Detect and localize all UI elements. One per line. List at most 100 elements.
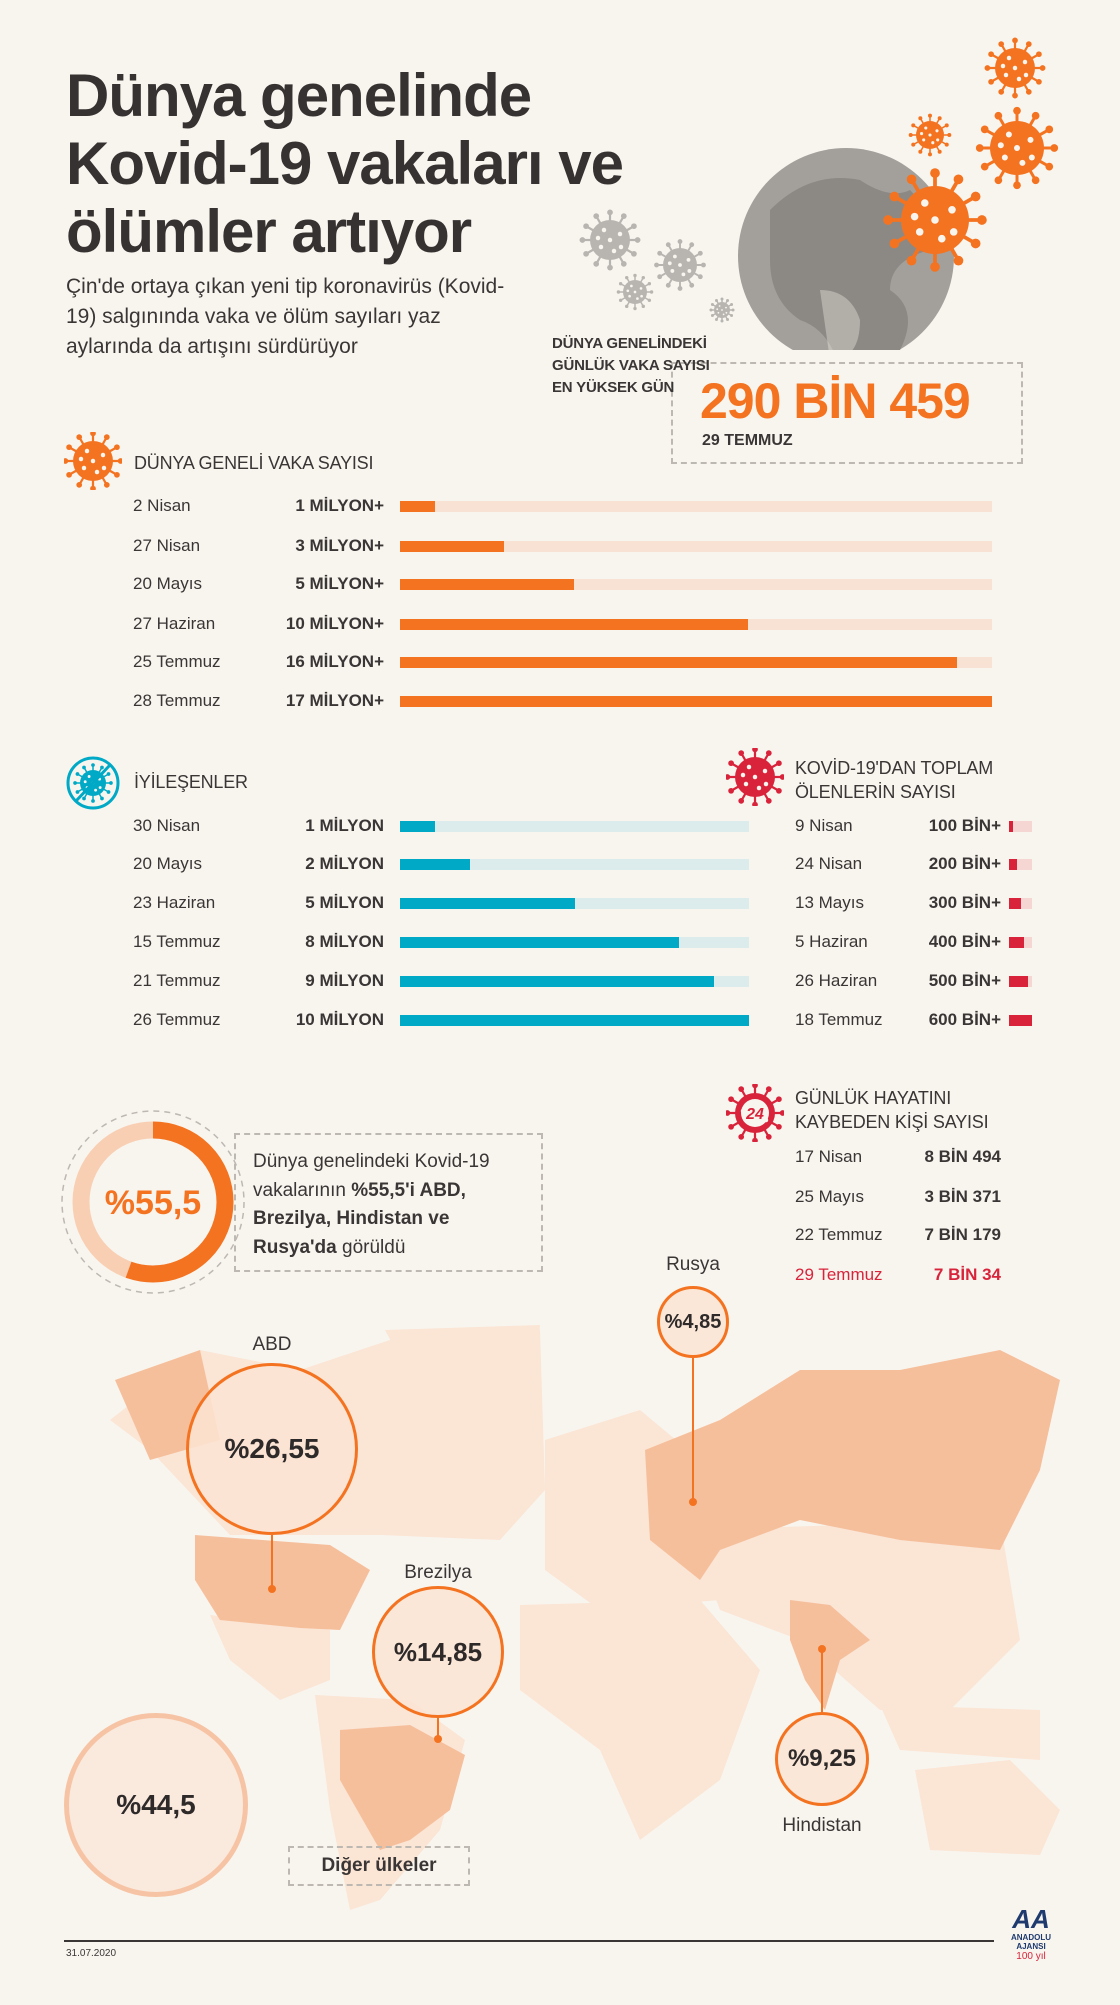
row-date: 26 Haziran bbox=[795, 971, 878, 990]
bar-fill bbox=[1009, 976, 1029, 987]
row-value: 8 MİLYON bbox=[305, 932, 384, 951]
row-value: 8 BİN 494 bbox=[924, 1147, 1001, 1166]
deaths-title-line: ÖLENLERİN SAYISI bbox=[795, 782, 956, 802]
row-date: 20 Mayıs bbox=[133, 854, 202, 873]
leader-line bbox=[271, 1535, 273, 1589]
title-line: Kovid-19 vakaları ve bbox=[66, 130, 624, 197]
bar-fill bbox=[1009, 859, 1017, 870]
bar-fill bbox=[400, 821, 435, 832]
row-date: 18 Temmuz bbox=[795, 1010, 883, 1029]
row-value: 10 MİLYON bbox=[295, 1010, 384, 1029]
virus-icon bbox=[726, 748, 784, 806]
row-value: 500 BİN+ bbox=[928, 971, 1001, 990]
row-date: 17 Nisan bbox=[795, 1147, 863, 1166]
row-value: 5 MİLYON+ bbox=[295, 574, 384, 593]
bar-track bbox=[400, 821, 749, 832]
location-dot bbox=[689, 1498, 697, 1506]
deaths-title: KOVİD-19'DAN TOPLAM ÖLENLERİN SAYISI bbox=[795, 756, 993, 804]
row-date: 2 Nisan bbox=[133, 496, 191, 515]
row-date: 23 Haziran bbox=[133, 893, 216, 912]
peak-label-line: GÜNLÜK VAKA SAYISI bbox=[552, 357, 710, 374]
country-label: Hindistan bbox=[782, 1815, 862, 1836]
row-value: 200 BİN+ bbox=[928, 854, 1001, 873]
map-africa bbox=[520, 1600, 760, 1840]
peak-label-line: DÜNYA GENELİNDEKİ bbox=[552, 335, 707, 352]
country-label: ABD bbox=[252, 1334, 292, 1355]
virus-icon bbox=[616, 273, 654, 311]
bar-fill bbox=[400, 619, 749, 630]
footer-divider bbox=[64, 1940, 994, 1942]
location-dot bbox=[818, 1645, 826, 1653]
bar-track bbox=[400, 541, 992, 552]
row-date: 20 Mayıs bbox=[133, 574, 202, 593]
bar-track bbox=[400, 937, 749, 948]
row-value: 16 MİLYON+ bbox=[285, 652, 384, 671]
recovered-virus-crossed-icon bbox=[66, 756, 120, 810]
bar-track bbox=[400, 696, 992, 707]
bar-track bbox=[400, 657, 992, 668]
bar-fill bbox=[400, 859, 470, 870]
map-greenland bbox=[385, 1325, 540, 1470]
bar-fill bbox=[400, 657, 958, 668]
bar-track bbox=[1009, 1015, 1032, 1026]
row-date: 30 Nisan bbox=[133, 816, 201, 835]
row-date: 5 Haziran bbox=[795, 932, 868, 951]
bar-fill bbox=[400, 976, 715, 987]
row-value: 300 BİN+ bbox=[928, 893, 1001, 912]
bar-track bbox=[400, 1015, 749, 1026]
virus-icon bbox=[709, 297, 735, 323]
virus-icon bbox=[579, 209, 641, 271]
row-value: 400 BİN+ bbox=[928, 932, 1001, 951]
subtitle: Çin'de ortaya çıkan yeni tip koronavirüs… bbox=[66, 275, 505, 358]
bar-track bbox=[400, 619, 992, 630]
peak-label: DÜNYA GENELİNDEKİ GÜNLÜK VAKA SAYISI EN … bbox=[552, 333, 710, 399]
row-value: 2 MİLYON bbox=[305, 854, 384, 873]
title-line: ölümler artıyor bbox=[66, 198, 472, 265]
row-value: 7 BİN 34 bbox=[933, 1265, 1001, 1284]
row-date: 21 Temmuz bbox=[133, 971, 221, 990]
country-label: Diğer ülkeler bbox=[288, 1846, 470, 1886]
row-date: 25 Mayıs bbox=[795, 1187, 864, 1206]
bar-fill bbox=[400, 937, 680, 948]
row-value: 600 BİN+ bbox=[928, 1010, 1001, 1029]
country-label: Rusya bbox=[666, 1254, 720, 1275]
aa-logo: AA ANADOLU AJANSI 100 yıl bbox=[1011, 1904, 1051, 1962]
bar-track bbox=[1009, 976, 1032, 987]
donut-value: %55,5 bbox=[105, 1184, 201, 1222]
bar-track bbox=[1009, 859, 1032, 870]
deaths-title-line: KOVİD-19'DAN TOPLAM bbox=[795, 758, 994, 778]
cases-title: DÜNYA GENELİ VAKA SAYISI bbox=[134, 453, 374, 473]
bar-fill bbox=[400, 541, 505, 552]
share-box bbox=[234, 1133, 543, 1272]
bar-track bbox=[1009, 937, 1032, 948]
bar-fill bbox=[400, 501, 435, 512]
row-value: 17 MİLYON+ bbox=[285, 691, 384, 710]
globe-illustration bbox=[579, 37, 1059, 350]
footer-date: 31.07.2020 bbox=[66, 1948, 117, 1959]
row-value: 1 MİLYON bbox=[305, 816, 384, 835]
peak-box bbox=[671, 362, 1023, 464]
map-central-america bbox=[210, 1615, 330, 1700]
bar-fill bbox=[400, 898, 575, 909]
donut-arc bbox=[72, 1121, 234, 1283]
share-donut: %55,5 bbox=[61, 1110, 245, 1294]
row-date: 27 Nisan bbox=[133, 536, 201, 555]
country-bubble-brezilya: %14,85 bbox=[372, 1586, 504, 1718]
row-value: 9 MİLYON bbox=[305, 971, 384, 990]
virus-icon bbox=[64, 432, 122, 490]
row-date: 22 Temmuz bbox=[795, 1225, 883, 1244]
row-date: 24 Nisan bbox=[795, 854, 863, 873]
bar-track bbox=[1009, 898, 1032, 909]
bar-track bbox=[400, 501, 992, 512]
leader-line bbox=[692, 1358, 694, 1502]
recovered-title: İYİLEŞENLER bbox=[134, 772, 248, 792]
bar-track bbox=[400, 898, 749, 909]
leader-line bbox=[437, 1718, 439, 1739]
row-date: 29 Temmuz bbox=[795, 1265, 883, 1284]
row-value: 7 BİN 179 bbox=[924, 1225, 1001, 1244]
bar-fill bbox=[1009, 937, 1025, 948]
bar-track bbox=[400, 976, 749, 987]
peak-date: 29 TEMMUZ bbox=[702, 432, 793, 449]
row-date: 27 Haziran bbox=[133, 614, 216, 633]
row-value: 3 MİLYON+ bbox=[295, 536, 384, 555]
